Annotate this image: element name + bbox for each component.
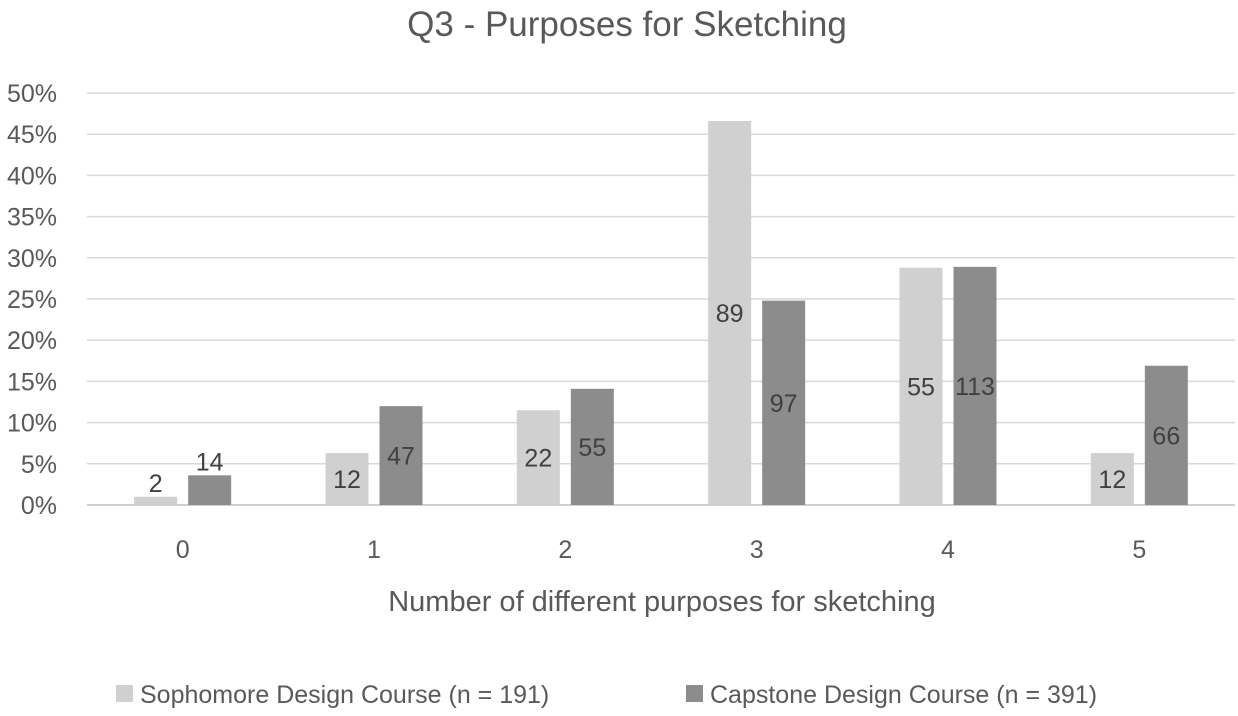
data-label: 113 bbox=[955, 373, 995, 401]
bar-capstone-0 bbox=[188, 475, 232, 505]
y-tick-label: 10% bbox=[7, 410, 57, 438]
x-tick-label: 4 bbox=[941, 536, 955, 564]
legend-label: Capstone Design Course (n = 391) bbox=[710, 681, 1097, 709]
x-tick-label: 1 bbox=[367, 536, 381, 564]
bar-sophomore-0 bbox=[134, 496, 178, 505]
bar-sophomore-4 bbox=[899, 267, 943, 505]
bar-capstone-5 bbox=[1144, 365, 1188, 505]
y-tick-label: 35% bbox=[7, 204, 57, 232]
data-labels: 2 14 12 47 22 55 89 97 55 113 12 66 bbox=[149, 300, 1181, 498]
chart-title: Q3 - Purposes for Sketching bbox=[407, 5, 847, 44]
y-axis-ticks: 0% 5% 10% 15% 20% 25% 30% 35% 40% 45% 50% bbox=[7, 80, 57, 520]
data-label: 12 bbox=[1098, 466, 1126, 494]
bar-sophomore-3 bbox=[708, 121, 752, 506]
x-axis-label: Number of different purposes for sketchi… bbox=[388, 586, 936, 618]
y-tick-label: 20% bbox=[7, 327, 57, 355]
data-label: 89 bbox=[716, 300, 744, 328]
x-tick-label: 0 bbox=[176, 536, 190, 564]
data-label: 12 bbox=[333, 466, 361, 494]
x-axis-ticks: 0 1 2 3 4 5 bbox=[176, 536, 1147, 564]
x-tick-label: 3 bbox=[750, 536, 764, 564]
bar-capstone-4 bbox=[953, 266, 997, 505]
data-label: 2 bbox=[149, 470, 163, 498]
data-label: 55 bbox=[578, 434, 606, 462]
data-label: 55 bbox=[907, 373, 935, 401]
y-tick-label: 45% bbox=[7, 121, 57, 149]
y-tick-label: 15% bbox=[7, 368, 57, 396]
x-tick-label: 5 bbox=[1132, 536, 1146, 564]
data-label: 97 bbox=[770, 390, 798, 418]
y-tick-label: 40% bbox=[7, 162, 57, 190]
y-tick-label: 50% bbox=[7, 80, 57, 108]
gridlines bbox=[87, 92, 1235, 506]
legend-swatch bbox=[686, 685, 703, 702]
y-tick-label: 30% bbox=[7, 245, 57, 273]
legend-swatch bbox=[116, 685, 133, 702]
x-tick-label: 2 bbox=[558, 536, 572, 564]
data-label: 66 bbox=[1152, 422, 1180, 450]
bar-sophomore-2 bbox=[516, 410, 560, 505]
data-label: 47 bbox=[387, 443, 415, 471]
legend: Sophomore Design Course (n = 191) Capston… bbox=[116, 681, 1097, 709]
bar-sophomore-5 bbox=[1090, 453, 1134, 505]
bar-capstone-2 bbox=[570, 388, 614, 505]
y-tick-label: 0% bbox=[21, 492, 57, 520]
bars bbox=[134, 121, 1188, 506]
y-tick-label: 5% bbox=[21, 451, 57, 479]
data-label: 14 bbox=[196, 448, 224, 476]
bar-capstone-1 bbox=[379, 406, 423, 505]
bar-capstone-3 bbox=[762, 300, 806, 505]
bar-sophomore-1 bbox=[325, 453, 369, 505]
y-tick-label: 25% bbox=[7, 286, 57, 314]
data-label: 22 bbox=[524, 445, 552, 473]
legend-label: Sophomore Design Course (n = 191) bbox=[140, 681, 549, 709]
